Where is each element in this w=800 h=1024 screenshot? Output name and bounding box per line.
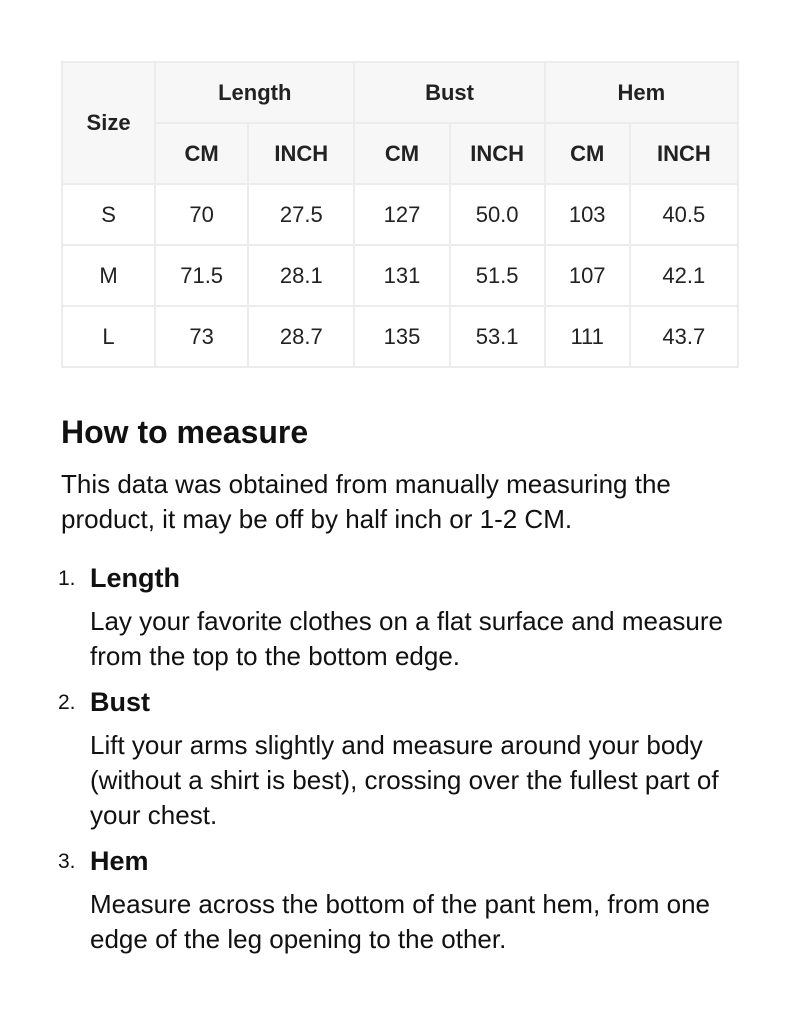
step-number: 1. <box>58 567 76 590</box>
step-description: Lift your arms slightly and measure arou… <box>90 730 719 830</box>
table-row: M 71.5 28.1 131 51.5 107 42.1 <box>60 244 740 307</box>
step-title: Bust <box>90 687 150 717</box>
unit-header: CM <box>154 122 250 185</box>
cell: 43.7 <box>628 305 740 368</box>
cell: S <box>60 183 157 246</box>
table-row: S 70 27.5 127 50.0 103 40.5 <box>60 183 740 246</box>
measure-steps: 1. Length Lay your favorite clothes on a… <box>0 560 760 967</box>
cell: L <box>60 305 157 368</box>
list-item: 1. Length Lay your favorite clothes on a… <box>0 560 760 674</box>
unit-header: CM <box>353 122 451 185</box>
step-number: 2. <box>58 691 76 714</box>
cell: 27.5 <box>247 183 356 246</box>
unit-row: CM INCH CM INCH CM INCH <box>62 122 740 185</box>
length-header: Length <box>154 61 356 124</box>
cell: 42.1 <box>628 244 740 307</box>
cell: 53.1 <box>448 305 546 368</box>
cell: 135 <box>353 305 451 368</box>
cell: 111 <box>543 305 631 368</box>
cell: 103 <box>543 183 631 246</box>
cell: 51.5 <box>448 244 546 307</box>
bust-header: Bust <box>353 61 546 124</box>
step-title: Hem <box>90 846 149 876</box>
cell: M <box>60 244 157 307</box>
cell: 70 <box>154 183 250 246</box>
cell: 28.1 <box>247 244 356 307</box>
cell: 73 <box>154 305 250 368</box>
cell: 131 <box>353 244 451 307</box>
cell: 107 <box>543 244 631 307</box>
table-row: L 73 28.7 135 53.1 111 43.7 <box>60 305 740 368</box>
unit-header: INCH <box>628 122 740 185</box>
step-title: Length <box>90 563 180 593</box>
cell: 40.5 <box>628 183 740 246</box>
step-description: Measure across the bottom of the pant he… <box>90 889 710 954</box>
hem-header: Hem <box>543 61 740 124</box>
size-header: Size <box>60 61 157 185</box>
list-item: 2. Bust Lift your arms slightly and meas… <box>0 684 760 833</box>
unit-header: INCH <box>247 122 356 185</box>
unit-header: CM <box>543 122 631 185</box>
header-row: Size Length Bust Hem <box>60 61 740 185</box>
guide-title: How to measure <box>61 414 309 450</box>
unit-header: INCH <box>448 122 546 185</box>
step-description: Lay your favorite clothes on a flat surf… <box>90 606 724 671</box>
size-chart-table: Size Length Bust Hem CM INCH CM INCH CM … <box>60 61 740 368</box>
step-number: 3. <box>58 850 76 873</box>
cell: 71.5 <box>154 244 250 307</box>
cell: 127 <box>353 183 451 246</box>
cell: 50.0 <box>448 183 546 246</box>
guide-intro: This data was obtained from manually mea… <box>61 469 671 534</box>
list-item: 3. Hem Measure across the bottom of the … <box>0 843 760 957</box>
cell: 28.7 <box>247 305 356 368</box>
